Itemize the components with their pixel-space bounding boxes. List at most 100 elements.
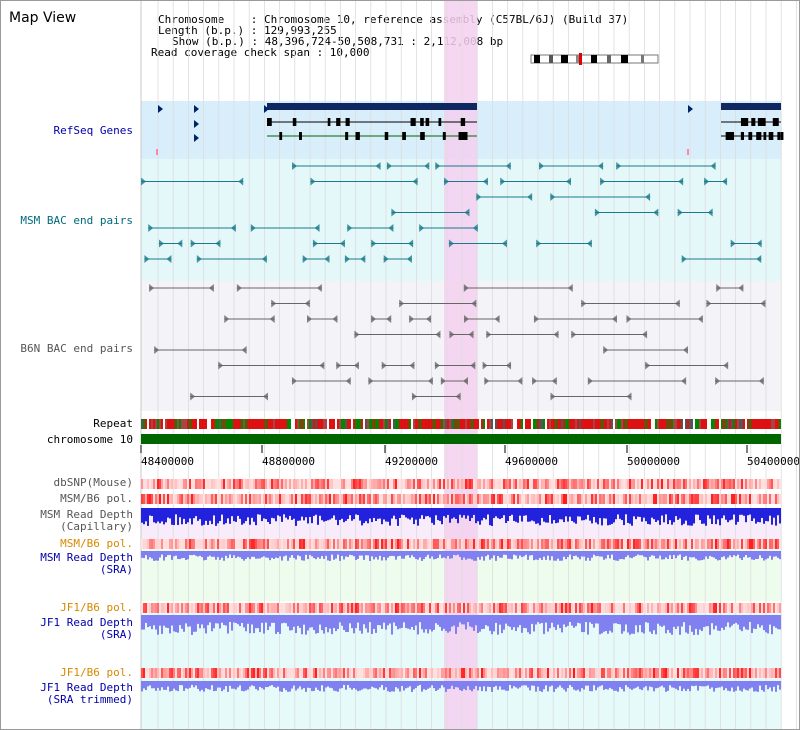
jf1-pol-heat <box>199 603 201 613</box>
msm-pol-heat <box>573 494 575 504</box>
msm-sra-depth <box>425 551 427 557</box>
msm-cap-depth <box>383 508 385 520</box>
msm-pol-heat <box>727 494 729 504</box>
repeat-segment <box>321 419 323 429</box>
repeat-segment <box>357 419 359 429</box>
jf1-sra-depth <box>745 615 747 630</box>
msm-sra-depth <box>545 551 547 560</box>
msm-pol2-heat <box>505 539 507 549</box>
jf1-pol-heat <box>323 603 325 613</box>
msm-sra-depth <box>323 551 325 559</box>
msm-sra-depth <box>453 551 455 555</box>
msm-sra-depth <box>401 551 403 559</box>
jf1-trim-depth <box>593 681 595 686</box>
jf1-pol-heat <box>511 603 513 613</box>
msm-pol-heat <box>707 494 709 504</box>
refseq-genes-label[interactable]: RefSeq Genes <box>53 124 133 137</box>
jf1-pol-heat <box>739 603 741 613</box>
msm-sra-depth <box>575 551 577 556</box>
jf1-pol2-heat <box>497 668 499 678</box>
msm-depth-cap-label[interactable]: MSM Read Depth <box>40 508 133 521</box>
msm-sra-depth <box>289 551 291 558</box>
msm-cap-depth <box>281 508 283 522</box>
msm-pol-heat <box>491 494 493 504</box>
jf1-pol-heat <box>551 603 553 613</box>
msm-pol2-heat <box>143 539 145 549</box>
msm-depth-sra-label[interactable]: MSM Read Depth <box>40 551 133 564</box>
msm-b6-pol-label[interactable]: MSM/B6 pol. <box>60 492 133 505</box>
msm-sra-depth <box>493 551 495 556</box>
jf1-sra-depth <box>417 615 419 635</box>
msm-sra-depth <box>765 551 767 560</box>
jf1-pol-heat <box>513 603 515 613</box>
msm-sra-depth <box>613 551 615 561</box>
jf1-sra-depth <box>617 615 619 625</box>
jf1-pol-heat <box>595 603 597 613</box>
jf1-trim-depth <box>435 681 437 691</box>
msm-pol-heat <box>569 494 571 504</box>
msm-pol2-heat <box>571 539 573 549</box>
jf1-pol2-heat <box>285 668 287 678</box>
msm-pol-heat <box>247 494 249 504</box>
msm-sra-depth <box>421 551 423 561</box>
repeat-segment <box>761 419 763 429</box>
jf1-depth-trim-label[interactable]: JF1 Read Depth <box>40 681 133 694</box>
msm-pol2-heat <box>353 539 355 549</box>
msm-cap-depth <box>573 508 575 523</box>
jf1-pol-heat <box>593 603 595 613</box>
jf1-sra-depth <box>759 615 761 628</box>
msm-bac-label[interactable]: MSM BAC end pairs <box>20 214 133 227</box>
axis-tick-label: 48400000 <box>141 455 194 468</box>
msm-cap-depth <box>245 508 247 522</box>
repeat-segment <box>659 419 661 429</box>
msm-pol-heat <box>495 494 497 504</box>
jf1-pol2-heat <box>201 668 203 678</box>
jf1-pol-heat <box>297 603 299 613</box>
jf1-trim-depth <box>769 681 771 688</box>
msm-b6-pol-2-label[interactable]: MSM/B6 pol. <box>60 537 133 550</box>
jf1-pol2-heat <box>573 668 575 678</box>
msm-pol2-heat <box>399 539 401 549</box>
dbsnp-heat <box>617 479 619 489</box>
msm-pol-heat <box>641 494 643 504</box>
msm-cap-depth <box>427 508 429 517</box>
jf1-pol-heat <box>287 603 289 613</box>
msm-pol-heat <box>609 494 611 504</box>
msm-sra-depth <box>533 551 535 561</box>
msm-cap-depth <box>689 508 691 526</box>
jf1-sra-depth <box>733 615 735 624</box>
repeat-segment <box>409 419 411 429</box>
jf1-pol2-heat <box>571 668 573 678</box>
jf1-trim-depth <box>445 681 447 692</box>
dbsnp-heat <box>459 479 461 489</box>
jf1-sra-depth <box>225 615 227 626</box>
msm-pol2-heat <box>597 539 599 549</box>
msm-pol-heat <box>221 494 223 504</box>
dbsnp-heat <box>349 479 351 489</box>
msm-pol2-heat <box>433 539 435 549</box>
msm-sra-depth <box>577 551 579 558</box>
jf1-trim-depth <box>479 681 481 687</box>
b6n-bac-label[interactable]: B6N BAC end pairs <box>20 342 133 355</box>
jf1-pol-heat <box>389 603 391 613</box>
msm-bac-end <box>501 239 507 248</box>
msm-pol2-heat <box>523 539 525 549</box>
jf1-b6-pol-2-label[interactable]: JF1/B6 pol. <box>60 666 133 679</box>
jf1-trim-depth <box>227 681 229 692</box>
dbsnp-label[interactable]: dbSNP(Mouse) <box>53 476 133 489</box>
jf1-pol-heat <box>487 603 489 613</box>
b6n-bac-end <box>208 284 214 292</box>
dbsnp-heat <box>311 479 313 489</box>
jf1-pol2-heat <box>163 668 165 678</box>
msm-sra-depth <box>769 551 771 556</box>
jf1-depth-sra-label[interactable]: JF1 Read Depth <box>40 616 133 629</box>
jf1-b6-pol-label[interactable]: JF1/B6 pol. <box>60 601 133 614</box>
jf1-trim-depth <box>701 681 703 687</box>
jf1-pol2-heat <box>727 668 729 678</box>
repeat-segment <box>503 419 505 429</box>
jf1-trim-depth <box>279 681 281 692</box>
msm-pol2-heat <box>181 539 183 549</box>
msm-cap-depth <box>323 508 325 522</box>
dbsnp-heat <box>415 479 417 489</box>
